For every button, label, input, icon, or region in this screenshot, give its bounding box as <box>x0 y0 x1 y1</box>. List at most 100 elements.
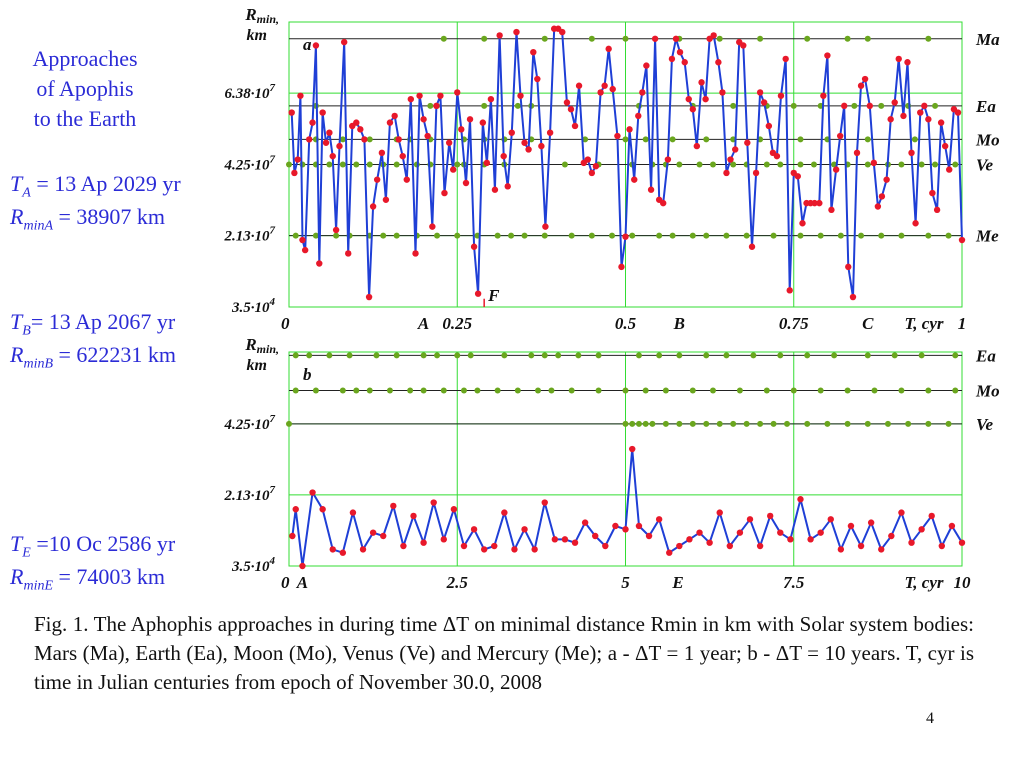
data-point <box>766 512 774 520</box>
data-point <box>479 119 487 126</box>
data-point <box>904 59 911 66</box>
data-point <box>659 199 667 207</box>
data-point <box>592 163 600 170</box>
data-point <box>292 506 299 513</box>
x-axis-title: T, cyr <box>904 573 943 592</box>
body-marker-ea <box>864 352 871 359</box>
data-point <box>612 522 619 530</box>
body-marker-ve <box>945 420 952 427</box>
body-marker-ve <box>757 420 764 427</box>
body-marker-mo <box>440 387 447 394</box>
body-marker-ve <box>353 161 360 168</box>
body-marker-me <box>797 232 804 239</box>
body-marker-me <box>508 232 515 239</box>
data-point <box>878 193 886 200</box>
body-marker-ve <box>286 161 292 168</box>
data-point <box>928 512 935 520</box>
body-marker-ea <box>777 352 784 359</box>
data-point <box>400 542 407 550</box>
body-marker-ve <box>716 420 723 427</box>
data-point <box>412 250 419 257</box>
data-point <box>602 542 609 550</box>
body-marker-ve <box>393 161 400 168</box>
body-marker-me <box>454 232 461 239</box>
body-marker-ve <box>709 161 716 168</box>
body-marker-mo <box>642 136 649 143</box>
data-point <box>361 136 368 143</box>
data-point <box>395 136 402 143</box>
y-tick-label: 3.5·104 <box>231 296 276 316</box>
data-point <box>777 92 785 99</box>
data-point <box>689 106 696 113</box>
data-point <box>870 159 878 167</box>
data-point <box>647 186 655 193</box>
data-point <box>597 89 604 96</box>
data-point <box>900 112 907 120</box>
data-point <box>430 499 437 506</box>
data-point <box>445 139 453 146</box>
data-point <box>676 48 684 56</box>
data-point <box>760 99 768 106</box>
data-point <box>567 106 575 113</box>
data-point <box>289 532 296 540</box>
body-label-mo: Mo <box>975 381 1000 400</box>
data-point <box>626 126 633 133</box>
data-point <box>454 89 461 96</box>
data-point <box>420 116 427 123</box>
body-marker-me <box>925 232 932 239</box>
y-tick-label: 6.38·107 <box>225 82 276 102</box>
data-point <box>403 176 410 183</box>
data-point <box>541 499 548 506</box>
body-marker-ea <box>952 352 959 359</box>
body-marker-ve <box>326 161 333 168</box>
body-marker-ve <box>905 420 912 427</box>
data-point <box>874 203 882 210</box>
data-point <box>693 142 701 150</box>
data-point <box>655 516 663 523</box>
data-point <box>336 142 343 150</box>
body-marker-ma <box>481 35 488 42</box>
data-point <box>380 532 387 540</box>
data-point <box>887 116 894 123</box>
body-marker-mo <box>353 387 360 394</box>
data-point <box>773 152 781 160</box>
body-marker-mo <box>535 387 542 394</box>
data-point <box>601 82 608 89</box>
data-point <box>853 149 861 157</box>
data-point <box>424 132 431 140</box>
side-title-line: to the Earth <box>33 106 137 131</box>
data-point <box>748 243 756 250</box>
data-point <box>786 287 793 294</box>
body-marker-mo <box>709 387 716 394</box>
body-marker-me <box>609 232 616 239</box>
event-a: TA = 13 Ap 2029 yr RminA = 38907 km <box>10 171 181 234</box>
body-marker-ve <box>844 420 851 427</box>
body-marker-ve <box>884 420 891 427</box>
data-point <box>866 102 873 110</box>
data-point <box>878 546 885 553</box>
body-marker-mo <box>662 387 669 394</box>
data-point <box>440 536 447 543</box>
data-point <box>912 220 919 227</box>
body-marker-ve <box>299 161 306 168</box>
data-point <box>816 199 823 207</box>
data-point <box>736 529 744 536</box>
body-marker-me <box>380 232 387 239</box>
data-point <box>836 132 844 140</box>
data-point <box>575 82 583 89</box>
data-point <box>496 32 503 39</box>
data-point <box>765 122 773 130</box>
body-marker-me <box>494 232 501 239</box>
x-tick-label: 0.25 <box>442 314 472 333</box>
data-point <box>807 536 814 543</box>
data-point <box>542 223 549 230</box>
y-axis-title: Rmin, <box>244 335 279 356</box>
x-marker-a: A <box>417 314 429 333</box>
data-point <box>322 139 330 146</box>
body-marker-mo <box>460 387 467 394</box>
body-marker-mo <box>736 387 743 394</box>
data-point <box>937 119 945 126</box>
body-marker-ve <box>925 420 932 427</box>
data-point <box>551 536 559 543</box>
x-tick-label: 7.5 <box>783 573 805 592</box>
